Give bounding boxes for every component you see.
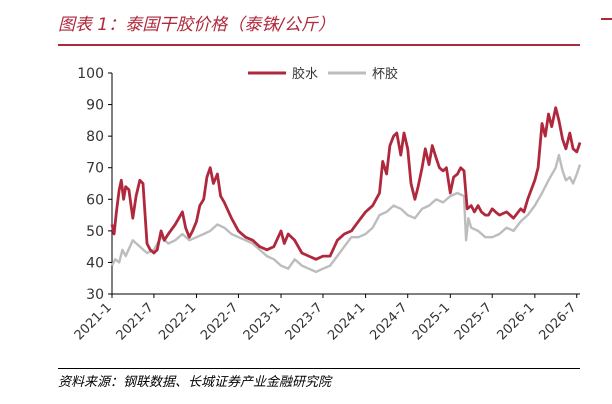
edge-accent-mark [601,18,612,20]
y-tick-label: 70 [86,161,104,177]
source-note: 资料来源：钢联数据、长城证券产业金融研究院 [58,375,332,390]
x-tick-label: 2022-1 [156,300,199,343]
y-tick-label: 30 [86,287,104,303]
x-tick-label: 2025-7 [452,300,495,343]
y-tick-label: 50 [86,224,104,240]
legend-item-latex-label: 胶水 [292,66,318,82]
y-tick-label: 40 [86,255,104,271]
x-tick-label: 2026-1 [495,300,538,343]
series-line-cuplump [110,153,582,274]
chart-legend: 胶水 杯胶 [248,66,398,82]
y-tick-label: 90 [86,98,104,114]
y-tick-label: 60 [86,192,104,208]
title-rule [58,44,580,46]
y-tick-label: 80 [86,129,104,145]
x-tick-label: 2024-1 [325,300,368,343]
chart-title: 图表 1：泰国干胶价格（泰铢/公斤） [58,15,335,35]
legend-item-cuplump-label: 杯胶 [372,66,398,82]
x-tick-label: 2021-7 [114,300,157,343]
y-tick-label: 100 [77,66,104,82]
x-tick-label: 2023-1 [241,300,284,343]
x-tick-label: 2023-7 [283,300,326,343]
chart-series [110,106,582,274]
bottom-rule [58,368,580,369]
series-line-latex [110,106,582,261]
x-tick-label: 2021-1 [72,300,115,343]
x-tick-label: 2024-7 [367,300,410,343]
x-tick-label: 2022-7 [198,300,241,343]
x-tick-label: 2026-7 [536,300,579,343]
x-tick-label: 2025-1 [410,300,453,343]
